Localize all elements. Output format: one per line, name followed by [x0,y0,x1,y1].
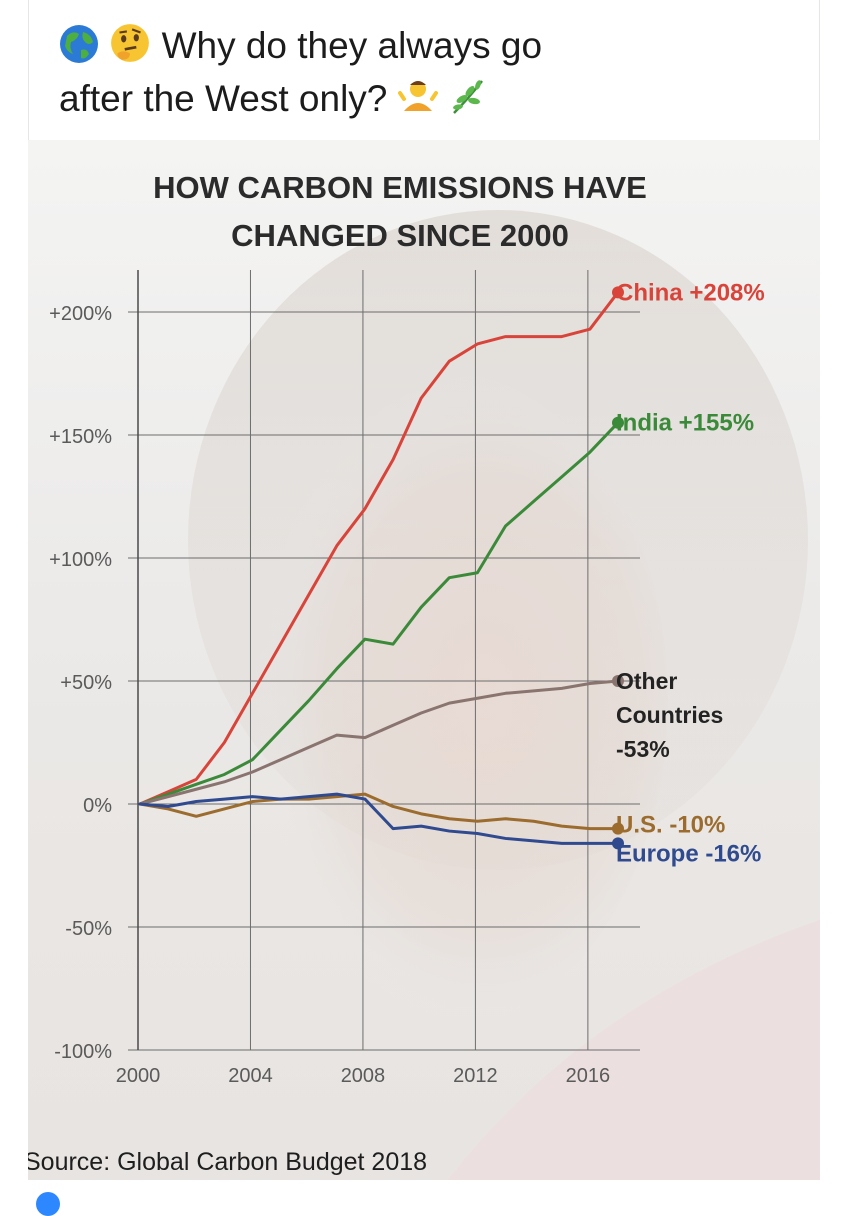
x-tick-label: 2008 [341,1065,386,1087]
emissions-chart: HOW CARBON EMISSIONS HAVE CHANGED SINCE … [28,170,820,1180]
series-end-marker [612,675,624,687]
series-label-europe: Europe -16% [616,840,761,867]
series-line-europe [138,792,620,845]
series-line-china [138,290,620,806]
series-label-other-countries: -53% [616,736,670,762]
chart-title-line-1: HOW CARBON EMISSIONS HAVE [153,170,647,205]
series-line-india [138,421,620,806]
series-label-china: China +208% [616,279,765,306]
post-header: Why do they always go after the West onl… [28,0,820,140]
series-label-other-countries: Countries [616,702,723,728]
y-axis-ticks: -100% -50% 0% +50% +100% +150% +200% [49,303,112,1063]
background-photo-face [208,370,668,1030]
shrugging-person-emoji-icon [397,77,438,128]
globe-emoji-icon [59,24,99,75]
x-tick-label: 2000 [116,1065,161,1087]
x-tick-label: 2016 [566,1065,611,1087]
y-tick-label: -100% [54,1041,112,1063]
series-line-u-s [138,792,620,831]
series-end-marker [612,286,624,299]
series-end-marker [612,416,624,429]
chart-grid [128,270,640,1051]
post-caption: Why do they always go after the West onl… [59,22,799,128]
series-end-marker [612,822,624,835]
y-tick-label: +50% [60,672,112,694]
series-end-marker [612,837,624,850]
series-label-india: India +155% [616,410,754,437]
y-tick-label: +150% [49,426,112,448]
series-label-u-s: U.S. -10% [616,812,725,839]
caption-line-1: Why do they always go [161,25,543,66]
caption-line-2: after the West only? [59,78,388,119]
series-labels: China +208% India +155% Other Countries -53%… [616,279,765,867]
y-tick-label: +100% [49,549,112,571]
herb-emoji-icon [448,77,488,128]
reaction-icon [36,1192,60,1216]
chart-source: Source: Global Carbon Budget 2018 [28,1148,427,1176]
x-tick-label: 2012 [453,1065,498,1087]
chart-card: HOW CARBON EMISSIONS HAVE CHANGED SINCE … [28,140,820,1180]
y-tick-label: -50% [65,918,112,940]
thinking-face-emoji-icon [109,22,151,75]
chart-series [138,286,624,850]
series-label-other-countries: Other [616,668,677,694]
x-tick-label: 2004 [228,1065,273,1087]
x-axis-ticks: 2000 2004 2008 2012 2016 [116,1065,610,1087]
chart-title-line-2: CHANGED SINCE 2000 [231,218,569,253]
y-tick-label: 0% [83,795,112,817]
series-line-other-countries [138,679,620,806]
post-footer [0,1180,848,1200]
y-tick-label: +200% [49,303,112,325]
